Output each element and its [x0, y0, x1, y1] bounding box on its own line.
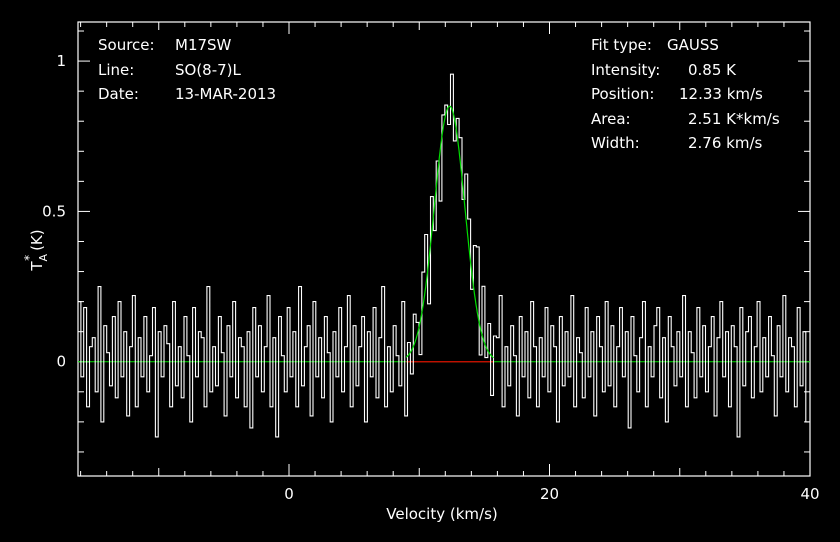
y-tick-label: 0.5: [42, 202, 66, 220]
info-date-key: Date:: [98, 85, 139, 103]
area-key: Area:: [591, 110, 631, 128]
y-label-unit: (K): [28, 229, 46, 251]
spectrum-line: [78, 73, 809, 438]
width-key: Width:: [591, 134, 640, 152]
svg-text:TA*(K): TA* (K): [22, 229, 50, 271]
width-value: 2.76 km/s: [688, 134, 763, 152]
info-line-value: SO(8-7)L: [175, 61, 242, 79]
axis-ticks: [78, 22, 811, 476]
gaussian-fit-line: [405, 105, 494, 359]
position-key: Position:: [591, 85, 654, 103]
position-value: 12.33 km/s: [679, 85, 763, 103]
x-tick-label: 40: [800, 485, 819, 503]
y-tick-label: 0: [56, 353, 66, 371]
info-right: Fit type: GAUSS Intensity: 0.85 K Positi…: [591, 36, 780, 152]
plot-frame: [77, 21, 811, 477]
axis-tick-labels: 0 20 40 0 0.5 1: [42, 52, 819, 503]
info-date-value: 13-MAR-2013: [175, 85, 276, 103]
area-value: 2.51 K*km/s: [688, 110, 780, 128]
fit-type-key: Fit type:: [591, 36, 652, 54]
fit-type-value: GAUSS: [667, 36, 719, 54]
info-source-value: M17SW: [175, 36, 232, 54]
intensity-key: Intensity:: [591, 61, 660, 79]
info-line-key: Line:: [98, 61, 134, 79]
x-axis-label: Velocity (km/s): [386, 505, 497, 523]
y-label-sup: *: [22, 255, 36, 261]
y-tick-label: 1: [56, 52, 66, 70]
y-label-sub: A: [37, 253, 50, 261]
y-axis-label: TA* (K): [22, 229, 50, 271]
x-tick-label: 0: [284, 485, 294, 503]
info-left: Source: M17SW Line: SO(8-7)L Date: 13-MA…: [98, 36, 276, 103]
y-label-main: T: [28, 261, 46, 272]
info-source-key: Source:: [98, 36, 155, 54]
intensity-value: 0.85 K: [688, 61, 737, 79]
x-tick-label: 20: [540, 485, 559, 503]
